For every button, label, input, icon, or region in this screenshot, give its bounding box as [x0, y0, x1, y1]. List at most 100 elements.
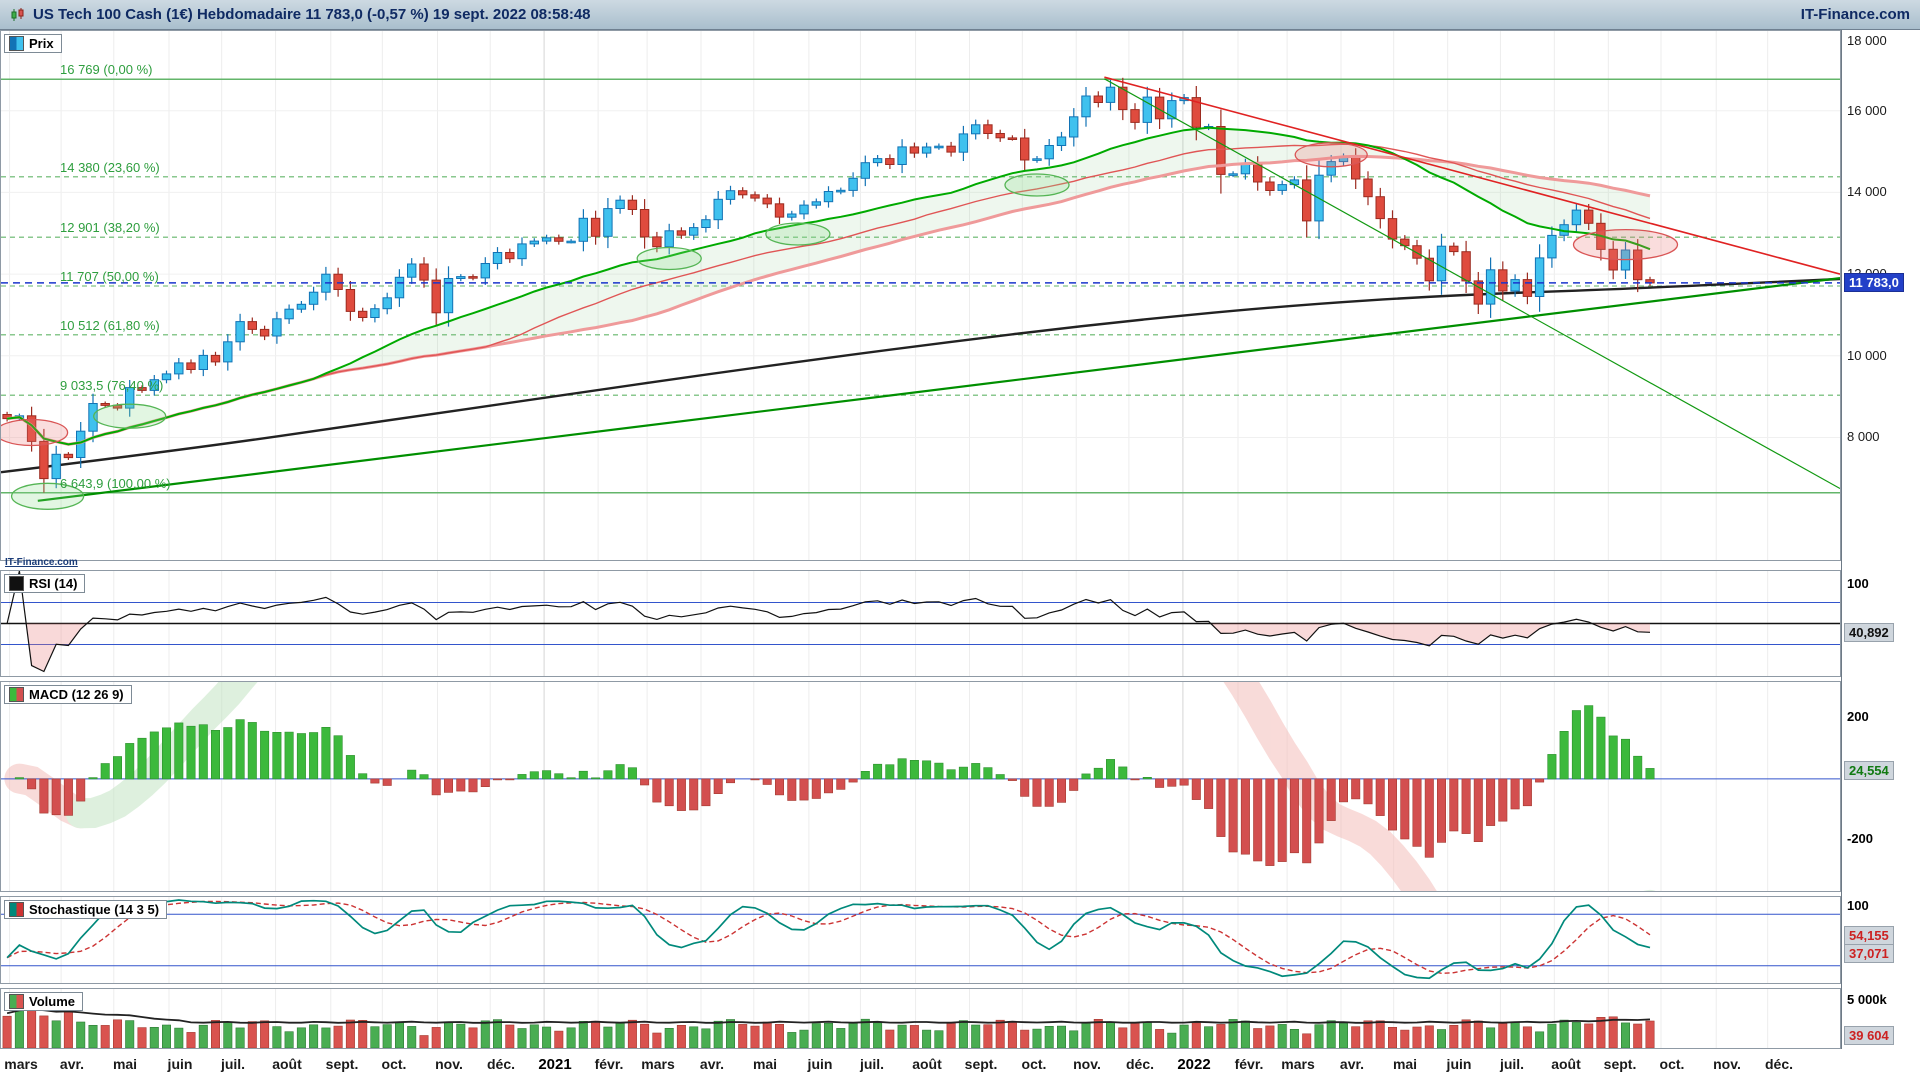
ma-fast-line[interactable] [6, 126, 1651, 446]
price-tick-label: 18 000 [1847, 33, 1887, 48]
month-label: août [1551, 1056, 1581, 1072]
green-annotation-ellipse[interactable] [636, 246, 702, 271]
fibonacci-levels[interactable] [1, 78, 1840, 494]
rsi-oversold-fill [7, 623, 1650, 672]
price-tick-label: 16 000 [1847, 103, 1887, 118]
rsi-line[interactable] [6, 571, 1651, 673]
month-label: juil. [1499, 1056, 1525, 1072]
volume-value-badge: 39 604 [1844, 1026, 1894, 1045]
svg-text:12 901 (38,20 %): 12 901 (38,20 %) [60, 220, 160, 235]
month-label: déc. [1764, 1056, 1794, 1072]
volume-legend[interactable]: Volume [4, 992, 83, 1011]
stochastic-k-line[interactable] [6, 899, 1651, 980]
macd-histogram [14, 705, 1655, 866]
month-label: déc. [486, 1056, 516, 1072]
svg-text:11 707 (50,00 %): 11 707 (50,00 %) [60, 269, 159, 284]
month-label: sept. [1603, 1056, 1637, 1072]
green-annotation-ellipse[interactable] [10, 482, 85, 510]
month-label: juin [1446, 1056, 1472, 1072]
month-label: mai [752, 1056, 778, 1072]
brand-link[interactable]: IT-Finance.com [1800, 6, 1910, 23]
volume-legend-label: Volume [29, 994, 75, 1009]
price-tick-label: 8 000 [1847, 429, 1880, 444]
rsi-legend-icon [9, 576, 24, 591]
month-label: avr. [59, 1056, 85, 1072]
volume-panel[interactable]: Volume [0, 988, 1841, 1049]
price-legend-icon [9, 36, 24, 51]
month-label: juil. [220, 1056, 246, 1072]
month-label: juil. [859, 1056, 885, 1072]
volume-average-line[interactable] [6, 1008, 1651, 1024]
svg-text:16 769 (0,00 %): 16 769 (0,00 %) [60, 62, 153, 77]
stochastic-panel[interactable]: Stochastique (14 3 5) [0, 896, 1841, 984]
green-annotation-ellipse[interactable] [765, 222, 831, 246]
green-annotation-ellipse[interactable] [93, 403, 167, 429]
volume-legend-icon [9, 994, 24, 1009]
price-tick-label: 10 000 [1847, 348, 1887, 363]
candles-layer [2, 77, 1655, 493]
chart-watermark: IT-Finance.com [5, 557, 78, 568]
price-tick-label: 14 000 [1847, 184, 1887, 199]
macd-legend[interactable]: MACD (12 26 9) [4, 685, 132, 704]
red-annotation-ellipse[interactable] [1572, 228, 1679, 261]
stochastic-legend[interactable]: Stochastique (14 3 5) [4, 900, 168, 919]
year-label: 2021 [538, 1056, 572, 1073]
month-label: déc. [1125, 1056, 1155, 1072]
svg-text:9 033,5 (76,40 %): 9 033,5 (76,40 %) [60, 378, 163, 393]
month-label: sept. [964, 1056, 998, 1072]
red-annotation-ellipse[interactable] [1294, 142, 1368, 168]
macd-panel[interactable]: MACD (12 26 9) [0, 681, 1841, 892]
month-label: oct. [381, 1056, 407, 1072]
month-label: oct. [1659, 1056, 1685, 1072]
month-label: avr. [1339, 1056, 1365, 1072]
rsi-value-badge: 40,892 [1844, 623, 1894, 642]
month-label: oct. [1021, 1056, 1047, 1072]
macd-scale-pos-label: 200 [1847, 709, 1869, 724]
price-legend-label: Prix [29, 36, 54, 51]
stochastic-d-badge: 54,155 [1844, 926, 1894, 945]
price-panel[interactable]: 16 769 (0,00 %) 14 380 (23,60 %) 12 901 (3… [0, 30, 1841, 561]
stochastic-d-line[interactable] [6, 900, 1651, 975]
month-label: févr. [1234, 1056, 1264, 1072]
stochastic-k-badge: 37,071 [1844, 944, 1894, 963]
rsi-legend-label: RSI (14) [29, 576, 78, 591]
current-price-badge: 11 783,0 [1844, 273, 1904, 292]
stochastic-legend-icon [9, 902, 24, 917]
month-label: août [912, 1056, 942, 1072]
month-label: mai [1392, 1056, 1418, 1072]
title-bar: US Tech 100 Cash (1€) Hebdomadaire 11 78… [0, 0, 1920, 30]
downtrend-green-line[interactable] [1104, 78, 1840, 490]
macd-legend-label: MACD (12 26 9) [29, 687, 124, 702]
macd-scale-neg-label: -200 [1847, 831, 1874, 846]
vertical-gridlines [9, 682, 1769, 891]
month-label: nov. [1073, 1056, 1101, 1072]
green-annotation-ellipse[interactable] [1004, 173, 1070, 197]
month-label: août [272, 1056, 302, 1072]
macd-legend-icon [9, 687, 24, 702]
red-annotation-ellipse[interactable] [1, 418, 69, 447]
svg-text:6 643,9 (100,00 %): 6 643,9 (100,00 %) [60, 476, 171, 491]
month-label: mars [1281, 1056, 1315, 1072]
month-label: mars [4, 1056, 38, 1072]
volume-bars [2, 1009, 1655, 1048]
rsi-legend[interactable]: RSI (14) [4, 574, 86, 593]
month-label: juin [807, 1056, 833, 1072]
volume-scale-label: 5 000k [1847, 992, 1887, 1007]
stochastic-scale-label: 100 [1847, 898, 1869, 913]
uptrend-support-line[interactable] [37, 277, 1840, 502]
month-label: mai [112, 1056, 138, 1072]
month-label: juin [167, 1056, 193, 1072]
vertical-gridlines [9, 31, 1769, 560]
downtrend-red-line[interactable] [1104, 76, 1840, 275]
rsi-panel[interactable]: RSI (14) [0, 570, 1841, 677]
price-legend[interactable]: Prix [4, 34, 62, 53]
month-label: févr. [594, 1056, 624, 1072]
long-term-average-line[interactable] [1, 277, 1840, 474]
macd-value-badge: 24,554 [1844, 761, 1894, 780]
month-label: avr. [699, 1056, 725, 1072]
month-label: mars [641, 1056, 675, 1072]
app-icon [10, 7, 26, 23]
vertical-gridlines [9, 897, 1769, 983]
